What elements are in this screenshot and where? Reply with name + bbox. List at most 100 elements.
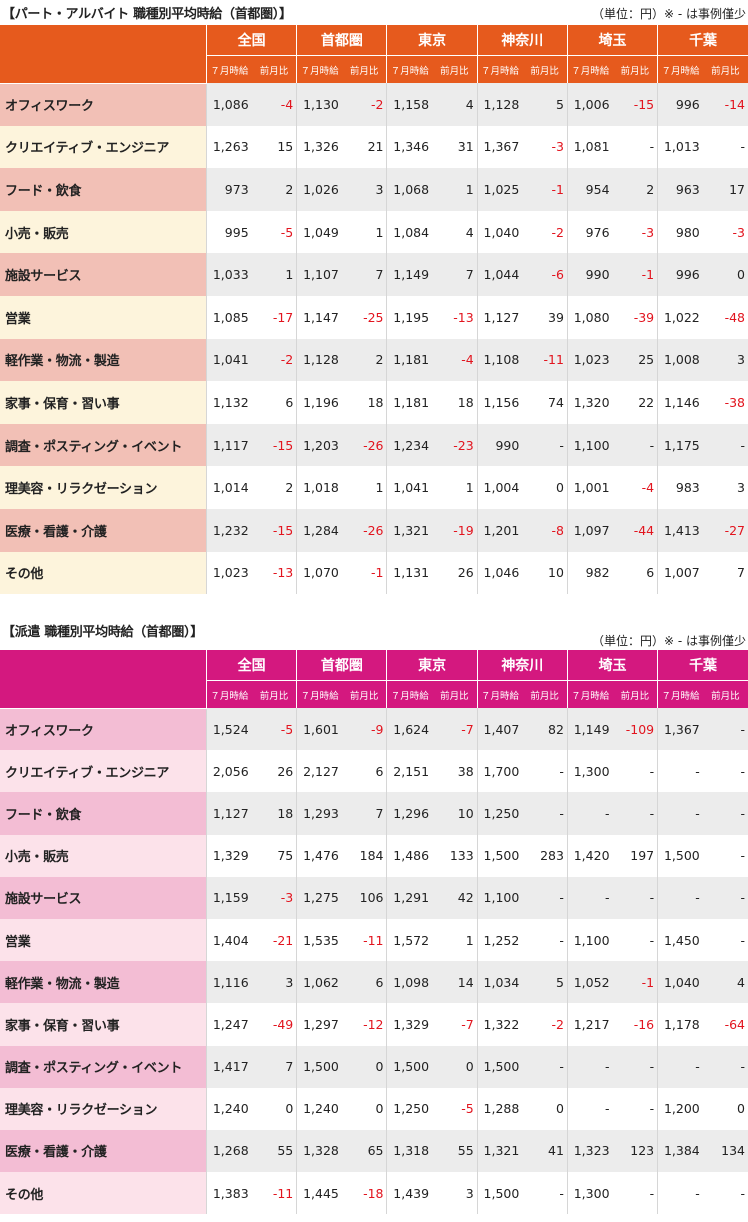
wage-cell: 1,297 <box>296 1003 342 1046</box>
change-cell: -11 <box>251 1172 297 1215</box>
change-cell: 3 <box>251 961 297 1004</box>
wage-subheader: ７月時給 <box>386 55 433 83</box>
wage-cell: 1,240 <box>296 1087 342 1130</box>
change-cell: - <box>702 1172 748 1215</box>
wage-cell: 990 <box>566 253 613 296</box>
change-cell: 22 <box>612 381 658 424</box>
change-cell: - <box>522 750 568 793</box>
change-cell: - <box>612 918 658 962</box>
change-cell: -12 <box>341 1003 387 1046</box>
change-cell: -16 <box>612 1003 658 1046</box>
wage-cell: 1,158 <box>386 83 433 126</box>
wage-cell: - <box>566 792 613 835</box>
wage-cell: 1,195 <box>386 295 433 339</box>
change-cell: -5 <box>432 1087 478 1130</box>
wage-cell: 1,201 <box>476 508 523 552</box>
haken-wage-table: 全国 首都圏 東京 神奈川 埼玉 千葉 ７月時給 前月比 ７月時給 前月比 ７月時給 前月比 ７月時給前… <box>0 650 748 1215</box>
wage-cell: 1,107 <box>296 253 342 296</box>
change-cell: - <box>612 792 658 835</box>
change-cell: - <box>702 918 748 962</box>
change-cell: -3 <box>251 876 297 919</box>
change-cell: -48 <box>702 295 748 339</box>
wage-cell: 1,025 <box>476 168 523 211</box>
wage-cell: 983 <box>657 466 703 509</box>
wage-cell: 1,006 <box>566 83 613 126</box>
region-header-row: 全国 首都圏 東京 神奈川 埼玉 千葉 <box>0 650 748 709</box>
wage-subheader: ７月時給 <box>386 680 433 708</box>
wage-cell: - <box>566 1045 613 1088</box>
change-cell: 5 <box>522 83 568 126</box>
wage-cell: 1,476 <box>296 834 342 877</box>
change-cell: 3 <box>341 168 387 211</box>
change-cell: - <box>522 1172 568 1215</box>
category-label: 施設サービス <box>0 253 207 296</box>
region-header: 東京 <box>386 650 478 681</box>
wage-cell: 1,328 <box>296 1129 342 1173</box>
change-cell: 4 <box>432 210 478 254</box>
change-cell: -5 <box>251 708 297 751</box>
change-cell: - <box>522 918 568 962</box>
wage-cell: 1,127 <box>206 792 252 835</box>
change-cell: 7 <box>341 253 387 296</box>
wage-cell: 1,062 <box>296 961 342 1004</box>
table-row: その他 1,383 -11 1,445 -18 1,439 3 1,500-1,300- - - <box>0 1172 748 1215</box>
wage-cell: 1,291 <box>386 876 433 919</box>
wage-cell: 2,151 <box>386 750 433 793</box>
change-cell: - <box>612 125 658 169</box>
wage-cell: 1,420 <box>566 834 613 877</box>
wage-cell: 1,384 <box>657 1129 703 1173</box>
wage-cell: 1,445 <box>296 1172 342 1215</box>
wage-cell: 1,486 <box>386 834 433 877</box>
wage-cell: 1,052 <box>566 961 613 1004</box>
category-label: オフィスワーク <box>0 83 207 126</box>
wage-cell: 1,700 <box>476 750 523 793</box>
table-row: フード・飲食 973 2 1,026 3 1,068 1 1,025 -1 954 2 963 17 <box>0 168 748 211</box>
change-cell: 0 <box>522 1087 568 1130</box>
change-subheader: 前月比 <box>432 55 478 83</box>
change-cell: 134 <box>702 1129 748 1173</box>
change-cell: -1 <box>612 253 658 296</box>
change-cell: -14 <box>702 83 748 126</box>
wage-cell: 1,044 <box>476 253 523 296</box>
change-cell: -13 <box>432 295 478 339</box>
category-label: その他 <box>0 551 207 595</box>
change-cell: 2 <box>251 466 297 509</box>
region-header: 神奈川 <box>476 25 568 56</box>
change-cell: 42 <box>432 876 478 919</box>
wage-cell: 1,049 <box>296 210 342 254</box>
change-cell: - <box>702 876 748 919</box>
haken-title-row: 【派遣 職種別平均時給（首都圏）】 （単位：円）※ - は事例僅少 <box>0 618 748 650</box>
change-cell: 283 <box>522 834 568 877</box>
change-cell: 10 <box>432 792 478 835</box>
wage-cell: 1,417 <box>206 1045 252 1088</box>
wage-cell: 1,181 <box>386 381 433 424</box>
change-subheader: 前月比 <box>522 55 568 83</box>
change-cell: -1 <box>522 168 568 211</box>
region-header: 首都圏 <box>296 25 387 56</box>
change-cell: 41 <box>522 1129 568 1173</box>
wage-cell: 1,127 <box>476 295 523 339</box>
wage-cell: 1,500 <box>296 1045 342 1088</box>
wage-cell: 1,022 <box>657 295 703 339</box>
change-cell: -2 <box>341 83 387 126</box>
table-row: 医療・看護・介護 1,268 55 1,328 65 1,318 55 1,321 41 1,32… <box>0 1129 748 1173</box>
change-cell: 123 <box>612 1129 658 1173</box>
change-cell: 18 <box>251 792 297 835</box>
change-cell: -21 <box>251 918 297 962</box>
change-cell: -4 <box>432 338 478 382</box>
change-cell: -23 <box>432 423 478 467</box>
category-label: 家事・保育・習い事 <box>0 1003 207 1046</box>
wage-cell: 1,086 <box>206 83 252 126</box>
wage-cell: 1,034 <box>476 961 523 1004</box>
wage-cell: 1,234 <box>386 423 433 467</box>
table-row: フード・飲食 1,127 18 1,293 7 1,296 10 1,250- - - - - <box>0 792 748 835</box>
category-label: クリエイティブ・エンジニア <box>0 750 207 793</box>
wage-cell: 1,128 <box>476 83 523 126</box>
change-cell: 133 <box>432 834 478 877</box>
wage-cell: - <box>566 1087 613 1130</box>
wage-cell: 1,329 <box>206 834 252 877</box>
change-cell: -109 <box>612 708 658 751</box>
change-cell: - <box>612 1045 658 1088</box>
change-cell: -5 <box>251 210 297 254</box>
wage-cell: 1,383 <box>206 1172 252 1215</box>
